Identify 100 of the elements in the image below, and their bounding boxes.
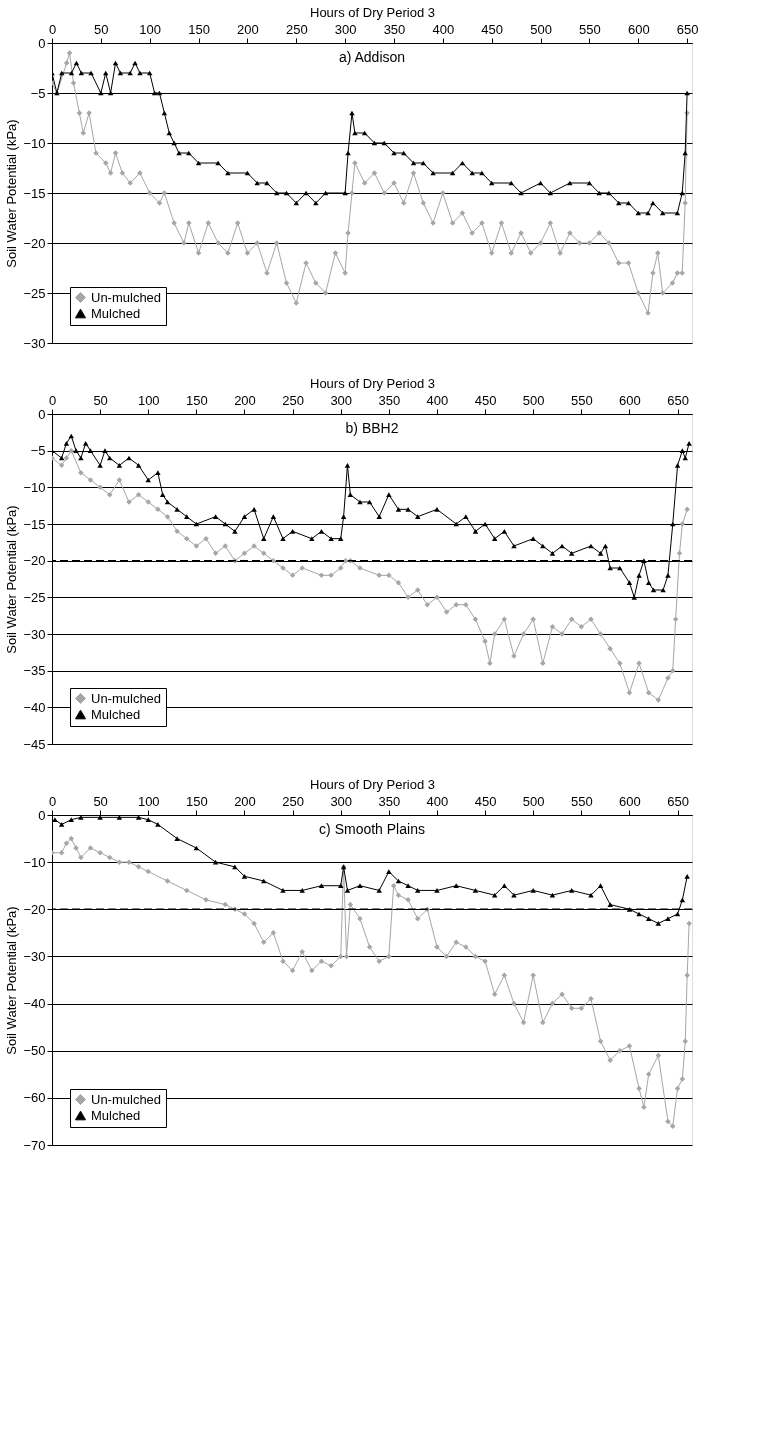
point (414, 888, 421, 893)
point (357, 883, 363, 889)
point (568, 888, 575, 893)
x-tick-label: 350 (383, 21, 406, 37)
x-tick-label: 100 (137, 392, 160, 408)
point (549, 892, 556, 898)
y-tick-label: 0 (38, 807, 46, 823)
x-tick-label: 300 (330, 793, 353, 809)
x-axis-title: Hours of Dry Period 3 (310, 4, 435, 20)
x-tick-label: 300 (334, 21, 357, 37)
legend-label: Un-mulched (91, 690, 162, 706)
y-tick-label: −5 (30, 85, 46, 101)
point (318, 883, 325, 889)
y-tick-label: −70 (23, 1137, 46, 1153)
x-tick-label: 500 (522, 392, 545, 408)
x-tick-label: 650 (676, 21, 699, 37)
y-tick-label: 0 (38, 35, 46, 51)
y-tick-label: −5 (30, 443, 46, 459)
point (679, 897, 686, 903)
x-tick-label: 250 (282, 392, 304, 408)
y-tick-label: −35 (23, 663, 46, 679)
y-tick-label: −10 (23, 479, 46, 495)
point (386, 869, 392, 874)
point (395, 878, 402, 884)
point (405, 883, 411, 889)
x-tick-label: 200 (237, 21, 259, 37)
x-tick-label: 400 (432, 21, 455, 37)
chart-title: c) Smooth Plains (319, 821, 425, 837)
x-tick-label: 0 (48, 21, 57, 37)
x-tick-label: 600 (619, 793, 641, 809)
point (97, 815, 103, 820)
point (212, 859, 219, 865)
y-tick-label: −20 (23, 901, 46, 917)
y-tick-label: −10 (23, 135, 46, 151)
y-tick-label: −15 (23, 516, 46, 532)
x-tick-label: 600 (627, 21, 650, 37)
point (344, 888, 351, 893)
point (155, 822, 161, 827)
y-tick-label: −40 (23, 996, 46, 1012)
x-tick-label: 500 (530, 21, 552, 37)
y-tick-label: −30 (23, 948, 46, 964)
y-axis-title: Soil Water Potential (kPa) (4, 906, 20, 1055)
x-tick-label: 450 (474, 392, 497, 408)
y-tick-label: −50 (23, 1043, 46, 1059)
point (241, 873, 248, 879)
point (491, 892, 498, 898)
point (655, 921, 662, 926)
point (337, 883, 344, 889)
point (145, 817, 151, 823)
point (116, 815, 123, 820)
y-tick-label: −25 (23, 589, 46, 605)
x-tick-label: 350 (378, 793, 401, 809)
y-tick-label: −15 (23, 185, 46, 201)
point (58, 822, 65, 827)
y-tick-label: 0 (38, 406, 46, 422)
y-tick-label: −30 (23, 335, 46, 351)
y-tick-label: −25 (23, 285, 46, 301)
point (52, 817, 58, 823)
point (280, 888, 286, 893)
y-tick-label: −10 (23, 854, 46, 870)
x-tick-label: 100 (139, 21, 162, 37)
x-tick-label: 450 (474, 793, 497, 809)
x-tick-label: 150 (186, 392, 208, 408)
x-tick-label: 350 (378, 392, 401, 408)
legend-label: Mulched (91, 305, 141, 321)
point (299, 888, 305, 893)
y-tick-label: −45 (23, 736, 46, 752)
point (674, 911, 681, 917)
x-tick-label: 650 (667, 392, 689, 408)
x-tick-label: 600 (619, 392, 641, 408)
legend-label: Mulched (91, 1107, 141, 1123)
point (684, 873, 690, 879)
x-tick-label: 100 (137, 793, 160, 809)
chart-title: b) BBH2 (345, 420, 399, 436)
x-tick-label: 550 (570, 793, 593, 809)
y-axis-title: Soil Water Potential (kPa) (4, 119, 20, 268)
y-tick-label: −20 (23, 235, 46, 251)
point (530, 888, 536, 893)
x-tick-label: 400 (426, 793, 449, 809)
x-tick-label: 450 (481, 21, 504, 37)
x-axis-title: Hours of Dry Period 3 (310, 776, 435, 792)
y-axis-title: Soil Water Potential (kPa) (4, 505, 20, 654)
legend-label: Mulched (91, 706, 141, 722)
x-tick-label: 250 (282, 793, 304, 809)
x-tick-label: 150 (186, 793, 208, 809)
point (472, 888, 479, 893)
legend-label: Un-mulched (91, 1091, 162, 1107)
x-tick-label: 250 (285, 21, 308, 37)
point (645, 916, 652, 922)
y-tick-label: −20 (23, 553, 46, 569)
point (588, 892, 594, 898)
point (174, 836, 180, 841)
x-tick-label: 550 (570, 392, 593, 408)
y-tick-label: −60 (23, 1090, 46, 1106)
x-tick-label: 0 (48, 793, 57, 809)
point (78, 815, 84, 820)
x-tick-label: 150 (188, 21, 210, 37)
x-tick-label: 400 (426, 392, 449, 408)
point (665, 916, 671, 922)
chart-title: a) Addison (338, 49, 406, 65)
